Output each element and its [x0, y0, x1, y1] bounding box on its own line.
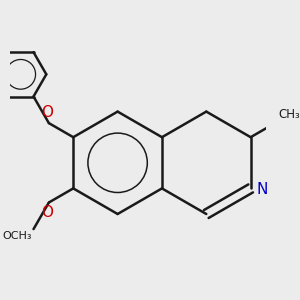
- Text: N: N: [256, 182, 268, 197]
- Text: O: O: [42, 105, 54, 120]
- Text: CH₃: CH₃: [279, 108, 300, 121]
- Text: O: O: [42, 205, 54, 220]
- Text: OCH₃: OCH₃: [3, 231, 32, 241]
